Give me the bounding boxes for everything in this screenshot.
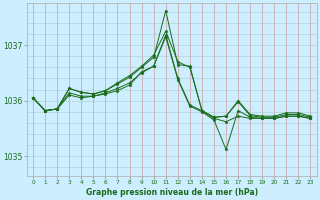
- X-axis label: Graphe pression niveau de la mer (hPa): Graphe pression niveau de la mer (hPa): [86, 188, 258, 197]
